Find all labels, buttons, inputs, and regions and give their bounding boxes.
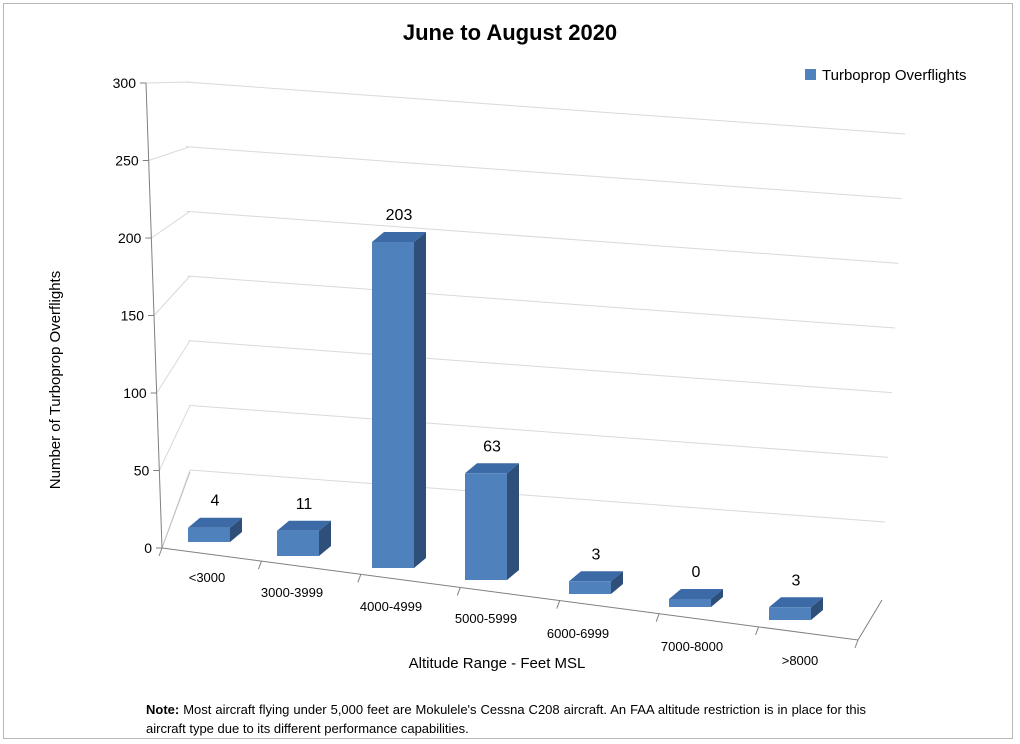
gridline-side: [153, 275, 191, 316]
x-tick-label: 3000-3999: [261, 585, 323, 600]
x-tick-label: 4000-4999: [360, 599, 422, 614]
x-axis-label: Altitude Range - Feet MSL: [409, 655, 586, 672]
bar-top: [372, 232, 426, 242]
legend-label: Turboprop Overflights: [822, 67, 967, 84]
gridline: [189, 469, 886, 523]
bar-top: [277, 520, 331, 531]
gridline-side: [148, 146, 191, 161]
bar-side: [811, 597, 823, 620]
data-label: 203: [386, 207, 413, 224]
bar: [188, 527, 230, 542]
bar: [569, 581, 611, 594]
bar-side: [507, 463, 519, 580]
x-tick: [854, 639, 859, 649]
gridline-side: [156, 340, 191, 394]
gridline-side: [158, 405, 191, 471]
gridline: [187, 275, 896, 329]
bar-top: [569, 571, 623, 582]
gridline-side: [151, 210, 191, 239]
chart-title: June to August 2020: [402, 20, 618, 45]
x-tick: [456, 587, 461, 596]
data-label: 0: [692, 564, 701, 581]
x-tick-label: >8000: [782, 653, 819, 668]
bar: [669, 599, 711, 607]
bar-top: [188, 517, 242, 528]
x-tick: [755, 626, 760, 636]
x-tick-label: 5000-5999: [455, 611, 517, 626]
y-tick-label: 250: [115, 153, 139, 169]
y-tick-label: 100: [123, 385, 147, 401]
bar-side: [319, 520, 331, 556]
gridline: [189, 404, 889, 458]
x-tick-label: 6000-6999: [547, 626, 609, 641]
data-label: 4: [211, 493, 220, 510]
y-tick-label: 50: [134, 463, 150, 479]
bar-side: [230, 517, 242, 542]
y-tick-label: 0: [144, 540, 152, 556]
note-text: Most aircraft flying under 5,000 feet ar…: [146, 702, 866, 736]
y-tick-label: 300: [113, 75, 137, 91]
bar-side: [711, 589, 723, 607]
data-label: 11: [296, 496, 313, 513]
y-tick-label: 150: [121, 308, 145, 324]
bar: [372, 242, 414, 568]
note-label: Note:: [146, 702, 180, 717]
gridline-side: [145, 81, 191, 84]
bar: [277, 530, 319, 556]
bar: [465, 473, 507, 580]
floor-edge-left: [161, 471, 191, 549]
gridline: [186, 210, 899, 264]
data-label: 3: [792, 572, 801, 589]
x-tick-label: <3000: [189, 570, 226, 585]
x-tick: [357, 574, 362, 583]
gridline: [184, 81, 906, 135]
gridline: [188, 340, 892, 394]
x-tick: [257, 560, 262, 570]
bar-top: [769, 597, 823, 608]
data-label: 63: [483, 438, 501, 455]
legend-swatch: [805, 69, 816, 80]
chart-frame: [3, 3, 1013, 739]
bar-top: [669, 589, 723, 599]
x-tick-label: 7000-8000: [661, 639, 723, 654]
gridline: [185, 146, 902, 200]
y-axis-label: Number of Turboprop Overflights: [47, 271, 64, 489]
data-label: 3: [592, 546, 601, 563]
bar-top: [465, 463, 519, 474]
bar-side: [611, 571, 623, 594]
x-tick: [158, 547, 163, 557]
x-tick: [655, 613, 660, 622]
x-tick: [556, 600, 561, 609]
chart-note: Note: Most aircraft flying under 5,000 f…: [146, 700, 866, 738]
bar: [769, 607, 811, 620]
y-tick-label: 200: [118, 230, 142, 246]
bar-side: [414, 232, 426, 568]
